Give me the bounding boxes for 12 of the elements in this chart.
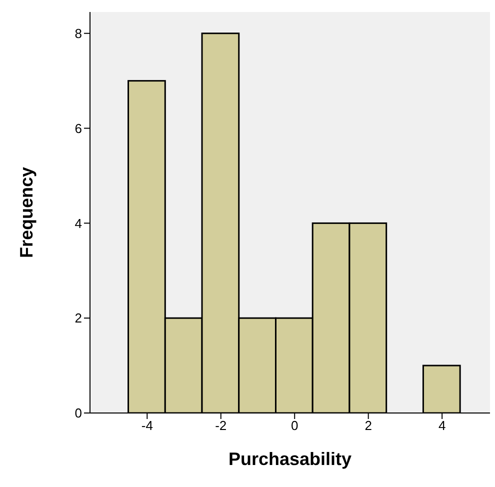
x-tick-label: 4 (438, 418, 446, 434)
x-tick-label: 0 (290, 418, 298, 434)
y-tick-label: 8 (74, 26, 82, 41)
x-axis-title: Purchasability (228, 449, 352, 469)
y-tick-label: 2 (74, 310, 82, 326)
y-tick-label: 0 (74, 406, 82, 421)
x-tick-label: -2 (215, 418, 227, 434)
x-tick-label: -4 (141, 418, 153, 434)
x-tick-label: 2 (364, 418, 372, 434)
y-tick-label: 4 (74, 216, 82, 231)
y-tick-label: 6 (74, 120, 82, 136)
y-axis-title: Frequency (16, 166, 36, 258)
